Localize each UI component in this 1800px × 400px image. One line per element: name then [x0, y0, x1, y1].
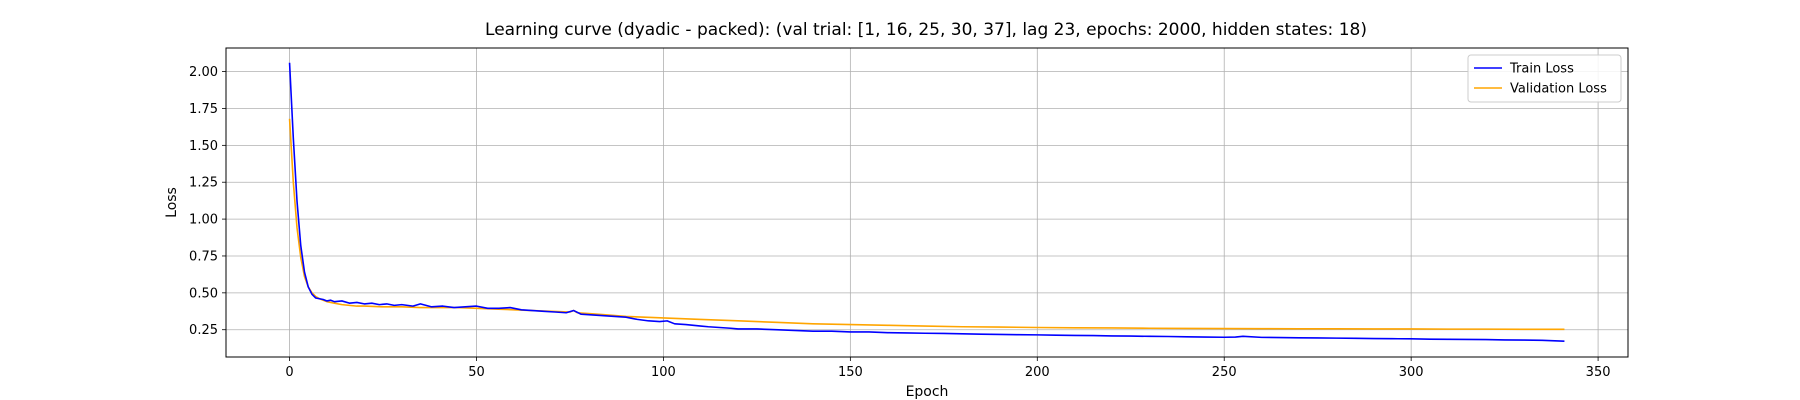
x-tick-label: 300: [1399, 365, 1424, 380]
x-tick-label: 100: [651, 365, 676, 380]
legend-box: [1467, 54, 1622, 103]
x-axis-label: Epoch: [906, 384, 949, 400]
grid-lines: [226, 48, 1628, 357]
y-tick-label: 1.75: [189, 102, 218, 117]
plot-area-frame: [225, 47, 1629, 358]
chart-title: Learning curve (dyadic - packed): (val t…: [485, 20, 1367, 40]
x-tick-label: 200: [1025, 365, 1050, 380]
x-tick-label: 0: [285, 365, 293, 380]
y-tick-label: 0.75: [189, 249, 218, 264]
series-lines: [288, 62, 1565, 343]
validation-loss-line: [288, 118, 1565, 331]
y-tick-label: 0.25: [189, 323, 218, 338]
x-tick-label: 350: [1586, 365, 1611, 380]
x-tick-label: 150: [838, 365, 863, 380]
legend-label-train-loss: Train Loss: [1509, 62, 1574, 77]
x-tick-label: 250: [1212, 365, 1237, 380]
legend-label-validation-loss: Validation Loss: [1510, 82, 1607, 97]
y-axis-label: Loss: [164, 187, 180, 218]
x-tick-label: 50: [468, 365, 485, 380]
y-tick-label: 2.00: [189, 65, 218, 80]
y-tick-label: 1.00: [189, 213, 218, 228]
y-tick-label: 1.50: [189, 139, 218, 154]
y-tick-label: 1.25: [189, 176, 218, 191]
y-tick-label: 0.50: [189, 286, 218, 301]
train-loss-line: [288, 62, 1565, 343]
legend: Train Loss Validation Loss: [1467, 54, 1622, 103]
axis-ticks: 0 50 100 150 200 250 300 350 0.25 0.50 0.75 1.00 1.2…: [189, 65, 1610, 380]
